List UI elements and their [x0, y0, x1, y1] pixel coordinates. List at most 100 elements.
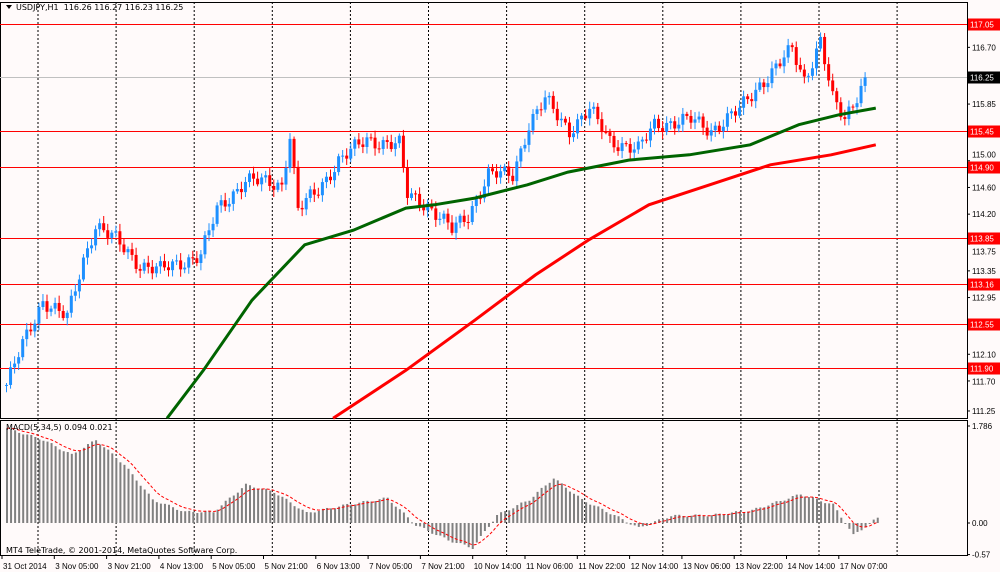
- bearish-candle: [628, 144, 632, 153]
- macd-histogram-bar: [228, 497, 231, 523]
- macd-histogram-bar: [265, 488, 268, 523]
- bearish-candle: [661, 128, 665, 132]
- macd-histogram-bar: [168, 504, 170, 523]
- bearish-candle: [717, 125, 721, 132]
- macd-histogram-bar: [273, 492, 276, 523]
- bearish-candle: [624, 143, 628, 145]
- time-tick-label: 5 Nov 21:00: [265, 562, 309, 571]
- macd-histogram-bar: [176, 509, 179, 523]
- macd-histogram-bar: [402, 512, 405, 523]
- macd-histogram-bar: [799, 494, 802, 523]
- bearish-candle: [122, 244, 126, 253]
- bullish-candle: [207, 230, 211, 236]
- macd-histogram-bar: [208, 511, 211, 523]
- macd-histogram-bar: [613, 515, 616, 523]
- macd-histogram-bar: [487, 523, 490, 527]
- macd-histogram-bar: [415, 523, 418, 526]
- macd-histogram-bar: [771, 502, 774, 523]
- bearish-candle: [300, 207, 304, 210]
- macd-histogram-bar: [568, 491, 571, 523]
- macd-histogram-bar: [139, 485, 142, 523]
- macd-histogram-bar: [718, 513, 721, 523]
- macd-histogram-bar: [34, 436, 37, 523]
- macd-signal-line: [7, 427, 879, 546]
- macd-histogram-bar: [74, 452, 77, 523]
- macd-histogram-bar: [856, 523, 859, 532]
- bullish-candle: [523, 144, 527, 149]
- time-tick-label: 10 Nov 14:00: [474, 562, 522, 571]
- bullish-candle: [742, 96, 746, 108]
- bearish-candle: [296, 166, 300, 208]
- macd-histogram-bar: [192, 512, 195, 523]
- macd-histogram-bar: [759, 507, 762, 523]
- macd-histogram-bar: [548, 482, 551, 523]
- time-tick-label: 11 Nov 22:00: [578, 562, 626, 571]
- macd-histogram-bar: [532, 496, 535, 523]
- bullish-candle: [308, 189, 312, 198]
- macd-signal-value: 0.021: [89, 423, 113, 432]
- bearish-candle: [551, 95, 555, 109]
- macd-histogram-bar: [605, 512, 608, 523]
- close-value: 116.25: [155, 3, 184, 12]
- bullish-candle: [37, 306, 41, 324]
- macd-histogram-bar: [625, 522, 628, 524]
- bullish-candle: [86, 248, 89, 258]
- bearish-candle: [389, 141, 393, 150]
- macd-tick-label: 0.00: [972, 519, 988, 528]
- bullish-candle: [248, 173, 251, 182]
- macd-histogram-bar: [816, 498, 818, 523]
- bullish-candle: [235, 188, 239, 192]
- dropdown-triangle-icon[interactable]: [6, 5, 12, 9]
- bullish-candle: [782, 57, 786, 67]
- macd-histogram-bar: [585, 502, 588, 523]
- bearish-candle: [555, 108, 559, 121]
- bearish-candle: [689, 115, 693, 123]
- bullish-candle: [304, 197, 308, 210]
- bullish-candle: [41, 301, 45, 307]
- bearish-candle: [657, 118, 661, 129]
- macd-histogram-bar: [289, 502, 292, 523]
- bullish-candle: [365, 137, 369, 147]
- macd-histogram-bar: [722, 514, 725, 523]
- bullish-candle: [264, 175, 268, 178]
- macd-histogram-bar: [163, 503, 166, 523]
- macd-histogram-bar: [674, 514, 677, 523]
- macd-histogram-bar: [180, 511, 183, 523]
- macd-histogram-bar: [828, 503, 831, 523]
- bullish-candle: [227, 203, 231, 207]
- bullish-candle: [535, 109, 539, 114]
- bullish-candle: [454, 222, 458, 233]
- bullish-candle: [559, 118, 563, 121]
- bearish-candle: [292, 138, 296, 167]
- macd-histogram-bar: [467, 523, 470, 548]
- bullish-candle: [171, 261, 175, 271]
- macd-histogram-bar: [95, 440, 98, 523]
- macd-histogram-bar: [313, 512, 316, 523]
- bearish-candle: [405, 167, 409, 198]
- macd-histogram-bar: [868, 523, 871, 524]
- bearish-candle: [280, 182, 284, 185]
- bearish-candle: [239, 188, 243, 193]
- macd-value: 0.094: [64, 423, 88, 432]
- bearish-candle: [802, 69, 806, 77]
- macd-histogram-bar: [62, 451, 65, 523]
- bullish-candle: [410, 193, 413, 198]
- bullish-candle: [9, 367, 13, 385]
- bearish-candle: [179, 260, 183, 270]
- bearish-candle: [705, 127, 709, 136]
- macd-histogram-bar: [755, 507, 758, 523]
- bullish-candle: [199, 254, 203, 263]
- bullish-candle: [653, 118, 656, 129]
- level-price-label: 111.90: [970, 365, 994, 374]
- macd-histogram-bar: [779, 501, 782, 523]
- bearish-candle: [839, 102, 843, 118]
- macd-histogram-bar: [257, 488, 260, 523]
- macd-histogram-bar: [91, 441, 94, 523]
- macd-histogram-bar: [597, 506, 600, 523]
- macd-histogram-bar: [58, 449, 61, 523]
- bearish-candle: [851, 106, 855, 108]
- macd-histogram-bar: [103, 447, 106, 523]
- macd-histogram-bar: [281, 496, 284, 523]
- bearish-candle: [539, 109, 543, 111]
